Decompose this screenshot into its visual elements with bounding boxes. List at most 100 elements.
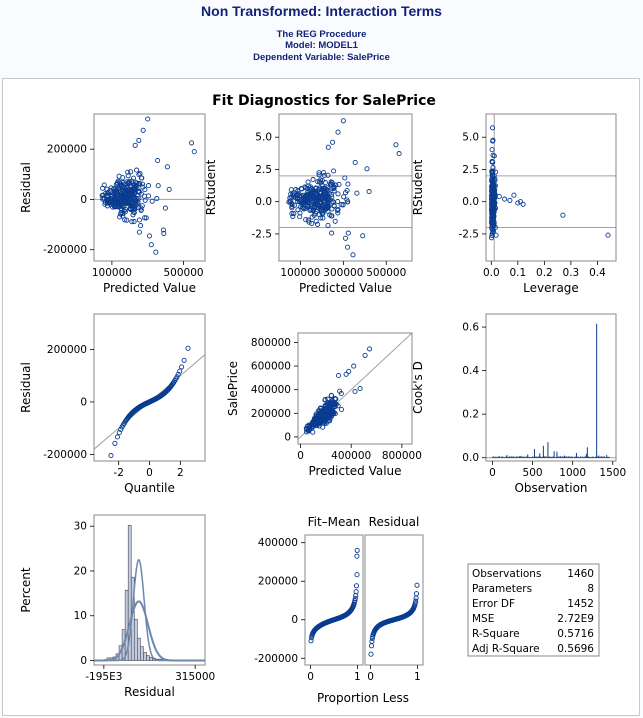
y-tick-label: -2.5	[252, 228, 273, 240]
data-point	[325, 188, 331, 194]
data-point	[181, 357, 187, 363]
data-point	[341, 194, 347, 200]
data-point	[350, 252, 356, 258]
data-point	[111, 188, 117, 194]
data-point	[322, 180, 328, 186]
figure-panel: Fit Diagnostics for SalePrice 100000 5000…	[2, 78, 640, 716]
data-point	[368, 651, 374, 657]
output-title: Non Transformed: Interaction Terms	[201, 3, 442, 19]
x-tick-label: 300000	[323, 267, 363, 279]
data-point	[329, 230, 335, 236]
data-point	[362, 352, 368, 358]
y-tick-label: 0.4	[462, 365, 479, 377]
figure-title: Fit Diagnostics for SalePrice	[212, 93, 436, 109]
data-point	[321, 172, 327, 179]
x-tick-label: 0.0	[483, 267, 500, 279]
dependent-variable: Dependent Variable: SalePrice	[253, 52, 390, 63]
data-point	[310, 177, 316, 183]
data-point	[120, 175, 126, 181]
y-tick-label: 800000	[251, 337, 291, 349]
y-axis-label: RStudent	[204, 159, 218, 215]
data-point	[289, 211, 295, 217]
data-point	[166, 186, 172, 192]
x-tick-label: 500000	[366, 267, 406, 279]
y-tick-label: -200000	[254, 653, 298, 665]
y-tick-label: 0.6	[462, 322, 479, 334]
y-tick-label: 400000	[251, 384, 291, 396]
data-point	[345, 244, 351, 250]
data-point	[110, 201, 117, 207]
data-point	[318, 180, 324, 186]
data-point	[120, 188, 126, 194]
data-point	[490, 152, 496, 158]
data-point	[130, 212, 136, 218]
x-axis-label: Observation	[514, 481, 587, 495]
data-point	[297, 204, 304, 210]
data-point	[338, 406, 345, 413]
data-point	[138, 223, 144, 229]
data-point	[120, 199, 126, 205]
data-point	[297, 210, 303, 216]
residual-histogram-plot-area	[94, 524, 205, 662]
data-point	[316, 172, 322, 178]
x-tick-label: 100000	[280, 267, 320, 279]
data-point	[142, 187, 148, 193]
data-point	[130, 188, 137, 194]
data-point	[125, 187, 131, 193]
data-point	[308, 638, 314, 644]
data-point	[413, 595, 419, 601]
histogram-bar	[140, 646, 144, 661]
data-point	[322, 199, 328, 205]
plot-frame	[485, 113, 617, 262]
data-point	[324, 410, 330, 416]
x-tick-label: 1	[354, 671, 361, 683]
rstudent-vs-pred-plot-area	[279, 118, 412, 258]
data-point	[353, 583, 360, 589]
data-point	[496, 193, 502, 200]
data-point	[352, 159, 358, 166]
y-axis-label: SalePrice	[226, 361, 240, 416]
data-point	[346, 368, 352, 374]
y-tick-label: 200000	[251, 408, 291, 420]
data-point	[330, 199, 336, 205]
plot-frame	[297, 332, 413, 445]
data-point	[106, 197, 113, 203]
histogram-bar	[137, 637, 141, 661]
plot-frame	[278, 113, 413, 262]
data-point	[108, 453, 114, 459]
x-tick-label: 0.4	[589, 267, 606, 279]
histogram-bar	[133, 619, 138, 661]
data-point	[103, 190, 109, 196]
y-tick-label: 5.0	[462, 132, 479, 144]
data-point	[185, 345, 191, 351]
data-point	[335, 403, 341, 409]
data-point	[145, 193, 152, 199]
data-point	[161, 230, 167, 236]
data-point	[351, 363, 357, 369]
data-point	[334, 207, 341, 213]
data-point	[114, 189, 120, 195]
data-point	[605, 232, 611, 238]
data-point	[353, 589, 359, 595]
data-point	[128, 169, 134, 175]
data-point	[412, 600, 418, 606]
histogram-bar	[146, 655, 150, 661]
data-point	[136, 229, 142, 235]
y-axis-label: Residual	[19, 362, 33, 413]
data-point	[307, 207, 313, 214]
y-tick-label: 0.0	[462, 196, 479, 208]
data-point	[489, 235, 495, 241]
data-point	[335, 210, 341, 216]
x-tick-label: 0	[307, 671, 314, 683]
data-point	[306, 425, 312, 431]
data-point	[318, 215, 324, 221]
data-point	[335, 129, 341, 135]
data-point	[560, 212, 566, 218]
stats-value: 1460	[567, 568, 594, 580]
x-axis-label: Predicted Value	[299, 281, 392, 295]
data-point	[115, 181, 121, 187]
data-point	[331, 168, 337, 174]
cooks-d-chart: 0 500 1000 1500 0.6 0.4 0.2 0.0 Observation Cook'…	[411, 313, 626, 495]
y-tick-label: 200000	[258, 576, 298, 588]
data-point	[313, 190, 319, 197]
